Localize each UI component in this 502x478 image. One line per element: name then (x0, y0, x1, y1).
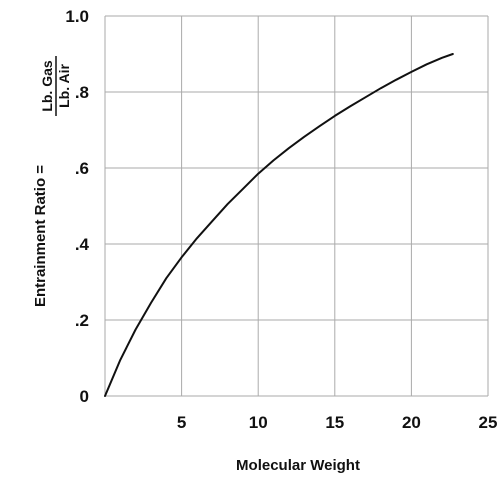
y-tick-label: .4 (75, 235, 90, 254)
y-axis-title-fraction: Lb. Gas Lb. Air (39, 56, 72, 116)
x-tick-label: 20 (402, 413, 421, 432)
y-tick-label: 1.0 (65, 7, 89, 26)
series-layer (104, 53, 454, 397)
x-tick-label: 10 (249, 413, 268, 432)
grid (104, 15, 489, 397)
y-axis-title: Entrainment Ratio = (32, 165, 49, 307)
x-tick-label: 25 (479, 413, 498, 432)
y-tick-labels: 0 .2 .4 .6 .8 1.0 (65, 7, 89, 406)
y-tick-label: 0 (80, 387, 89, 406)
series-line (104, 53, 454, 397)
y-axis-title-prefix: Entrainment Ratio = (32, 165, 49, 307)
x-tick-label: 5 (177, 413, 186, 432)
y-tick-label: .8 (75, 83, 89, 102)
y-axis-title-numerator: Lb. Gas (39, 60, 55, 112)
x-tick-label: 15 (325, 413, 344, 432)
y-axis-title-denominator: Lb. Air (56, 64, 72, 108)
x-tick-labels: 5 10 15 20 25 (177, 413, 498, 432)
y-tick-label: .2 (75, 311, 89, 330)
y-tick-label: .6 (75, 159, 89, 178)
x-axis-title: Molecular Weight (236, 457, 360, 474)
